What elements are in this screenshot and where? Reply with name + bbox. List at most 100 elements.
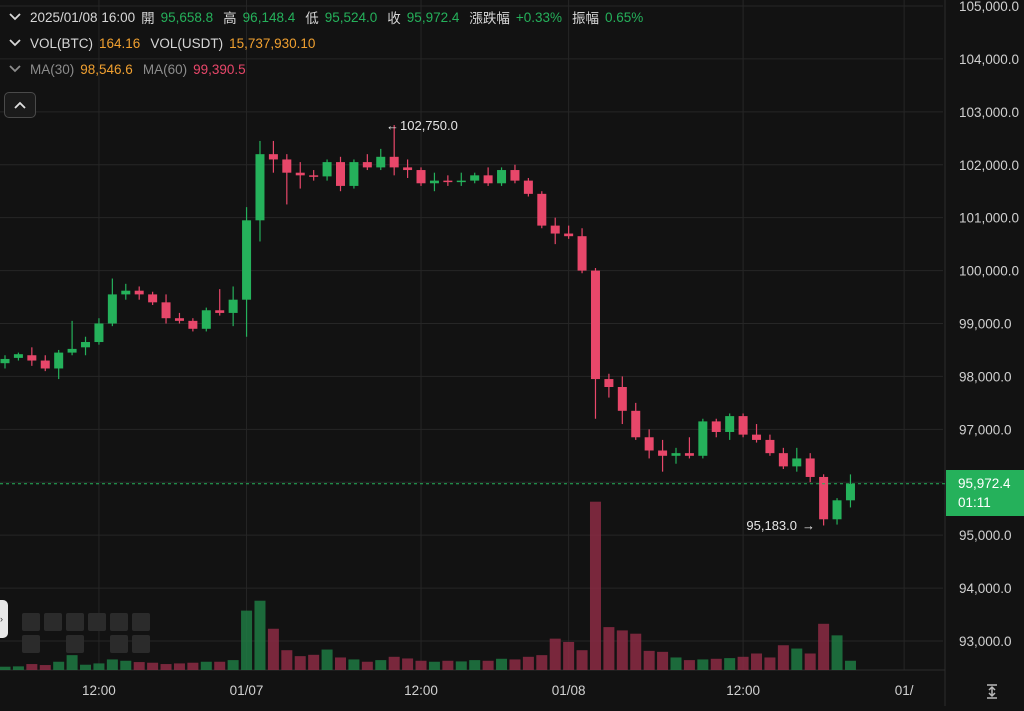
candle-body [483, 175, 493, 184]
volume-bar [791, 648, 803, 670]
candle-body [188, 320, 198, 329]
candle-body [376, 156, 386, 168]
low-value: 95,524.0 [324, 9, 378, 25]
candle-body [27, 355, 37, 361]
collapse-indicators-button[interactable] [4, 92, 36, 118]
high-marker-arrow: ← [386, 118, 399, 133]
candle-body [631, 410, 641, 438]
chevron-down-icon[interactable] [8, 10, 22, 24]
volume-bar [643, 650, 655, 670]
volume-bar [361, 661, 373, 670]
side-panel-arrow-icon: › [0, 614, 3, 624]
candle-body [738, 416, 748, 435]
open-label: 開 [141, 11, 155, 26]
candle-body [255, 154, 265, 221]
price-tick-label: 99,000.0 [959, 317, 1012, 332]
price-tick-label: 97,000.0 [959, 422, 1012, 437]
vol-usdt-value: 15,737,930.10 [229, 35, 316, 51]
okx-logo-watermark [22, 613, 150, 653]
candle-body [523, 180, 533, 194]
chevron-down-icon[interactable] [8, 36, 22, 50]
candle-countdown: 01:11 [958, 495, 991, 510]
current-price-value: 95,972.4 [958, 476, 1011, 491]
candle-body [322, 162, 332, 177]
volume-bar [831, 635, 843, 670]
volume-bar [402, 658, 414, 670]
price-axis: 105,000.0 104,000.0 103,000.0 102,000.0 101,… [959, 0, 1019, 649]
candle-body [684, 453, 694, 456]
volume-bar [120, 660, 132, 670]
volume-bar [616, 630, 628, 670]
price-tick-label: 104,000.0 [959, 52, 1019, 67]
scroll-to-latest-icon [987, 684, 997, 699]
close-label: 收 [387, 11, 401, 26]
price-tick-label: 101,000.0 [959, 211, 1019, 226]
time-tick-label: 12:00 [404, 683, 438, 698]
volume-bar [187, 662, 199, 670]
price-tick-label: 102,000.0 [959, 158, 1019, 173]
candle-body [148, 294, 158, 303]
watermark-block [66, 613, 84, 631]
candle-body [537, 193, 547, 226]
volume-bar [670, 657, 682, 670]
watermark-block [132, 613, 150, 631]
side-panel-handle[interactable]: › [0, 600, 8, 638]
candle-body [711, 421, 721, 432]
candle-body [604, 379, 614, 387]
time-tick-label: 01/07 [230, 683, 264, 698]
volume-bar [147, 662, 159, 670]
candle-body [0, 358, 10, 364]
volume-bar [536, 655, 548, 670]
time-tick-label: 12:00 [82, 683, 116, 698]
price-tick-label: 98,000.0 [959, 369, 1012, 384]
candle-body [201, 310, 211, 329]
watermark-block [132, 635, 150, 653]
candle-body [819, 476, 829, 520]
chevron-down-icon[interactable] [8, 62, 22, 76]
volume-bar [630, 633, 642, 670]
volume-bar [737, 656, 749, 670]
scroll-to-latest-button[interactable] [980, 680, 1004, 702]
watermark-block [110, 635, 128, 653]
candle-body [416, 170, 426, 184]
candle-body [456, 180, 466, 183]
volume-bar [724, 658, 736, 670]
watermark-block [66, 635, 84, 653]
volume-bar [522, 656, 534, 670]
candle-body [845, 483, 855, 501]
amplitude-label: 振幅 [572, 11, 600, 26]
candle-body [765, 439, 775, 454]
volume-bar [227, 660, 239, 670]
watermark-block [44, 613, 62, 631]
candle-body [349, 162, 359, 186]
volume-bar [321, 649, 333, 670]
volume-bar [844, 660, 856, 670]
volume-bar [428, 661, 440, 670]
candle-body [470, 175, 480, 181]
volume-bar [106, 659, 118, 670]
candle-body [778, 453, 788, 467]
volume-bar [308, 654, 320, 670]
candle-body [336, 162, 345, 186]
candle-body [13, 354, 23, 358]
candle-body [215, 310, 225, 313]
candle-datetime: 2025/01/08 16:00 [30, 9, 136, 25]
volume-bar [415, 660, 427, 670]
volume-bar [710, 658, 722, 670]
volume-bar [496, 658, 508, 670]
volume-bar [482, 660, 494, 670]
ma60-value: 99,390.5 [193, 61, 246, 77]
price-tick-label: 103,000.0 [959, 105, 1019, 120]
volume-bar [751, 653, 763, 670]
candle-body [550, 225, 560, 234]
high-value: 96,148.4 [242, 9, 296, 25]
change-label: 漲跌幅 [469, 11, 510, 26]
amplitude-value: 0.65% [605, 9, 644, 25]
volume-bar [455, 661, 467, 670]
close-value: 95,972.4 [406, 9, 460, 25]
volume-bar [657, 651, 669, 670]
candle-body [134, 290, 144, 295]
low-price-marker: 95,183.0 [746, 518, 797, 533]
